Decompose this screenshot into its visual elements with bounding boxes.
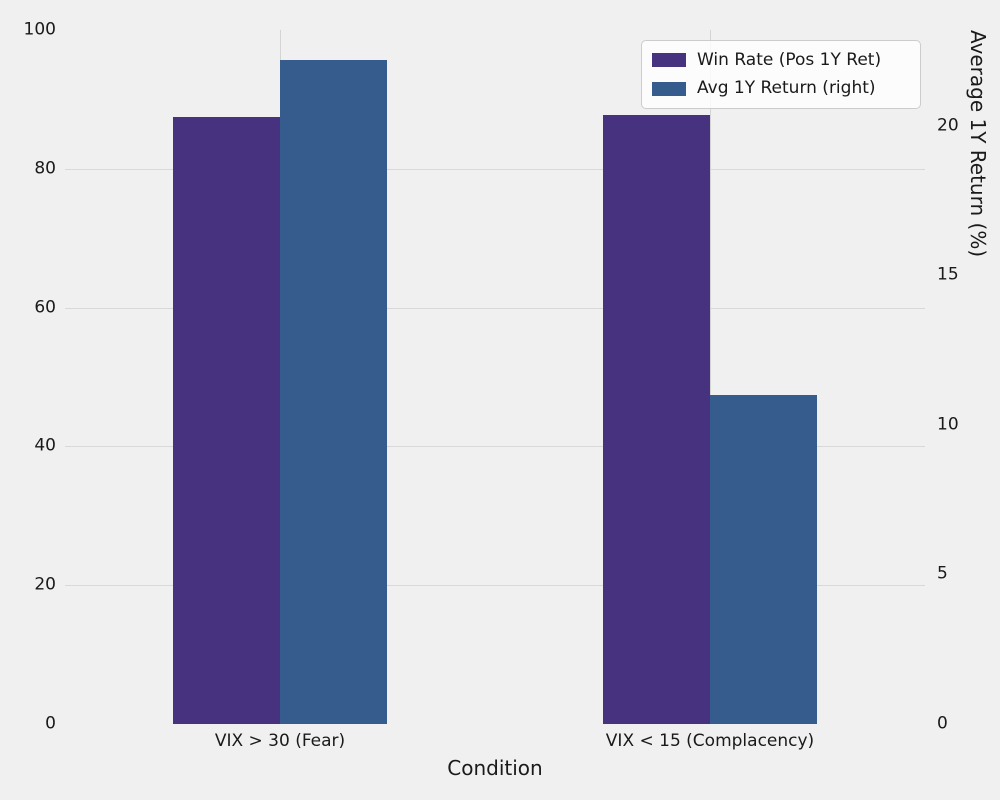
xtick-vix-15-complacency: VIX < 15 (Complacency) — [605, 731, 815, 751]
gridline-y-20 — [65, 585, 925, 587]
right-ytick-20: 20 — [937, 115, 959, 136]
left-ytick-80: 80 — [34, 158, 56, 179]
bar-avg-1y-return-right-vix-15-complacency — [710, 394, 817, 724]
legend-item-avg-return: Avg 1Y Return (right) — [652, 78, 908, 98]
xtick-vix-30-fear: VIX > 30 (Fear) — [214, 731, 346, 751]
legend: Win Rate (Pos 1Y Ret) Avg 1Y Return (rig… — [641, 40, 921, 109]
x-axis-title: Condition — [447, 756, 543, 780]
bar-win-rate-pos-1y-ret-vix-15-complacency — [603, 114, 710, 724]
right-ytick-10: 10 — [937, 414, 959, 435]
right-y-axis-title: Average 1Y Return (%) — [966, 30, 990, 258]
left-ytick-40: 40 — [34, 435, 56, 456]
legend-label-win-rate: Win Rate (Pos 1Y Ret) — [697, 50, 882, 70]
gridline-x-vix-15-complacency — [710, 30, 711, 724]
bar-win-rate-pos-1y-ret-vix-30-fear — [173, 116, 280, 724]
right-ytick-15: 15 — [937, 264, 959, 285]
plot-area — [65, 30, 925, 724]
left-ytick-0: 0 — [45, 713, 56, 734]
gridline-y-60 — [65, 307, 925, 309]
right-ytick-5: 5 — [937, 563, 948, 584]
left-ytick-20: 20 — [34, 574, 56, 595]
legend-item-win-rate: Win Rate (Pos 1Y Ret) — [652, 50, 908, 70]
left-ytick-100: 100 — [23, 19, 56, 40]
gridline-y-80 — [65, 168, 925, 170]
legend-swatch-avg-return — [652, 81, 686, 96]
legend-label-avg-return: Avg 1Y Return (right) — [697, 78, 876, 99]
gridline-y-40 — [65, 446, 925, 448]
right-ytick-0: 0 — [937, 713, 948, 734]
legend-swatch-win-rate — [652, 53, 686, 68]
bar-avg-1y-return-right-vix-30-fear — [280, 59, 387, 724]
left-ytick-60: 60 — [34, 297, 56, 318]
